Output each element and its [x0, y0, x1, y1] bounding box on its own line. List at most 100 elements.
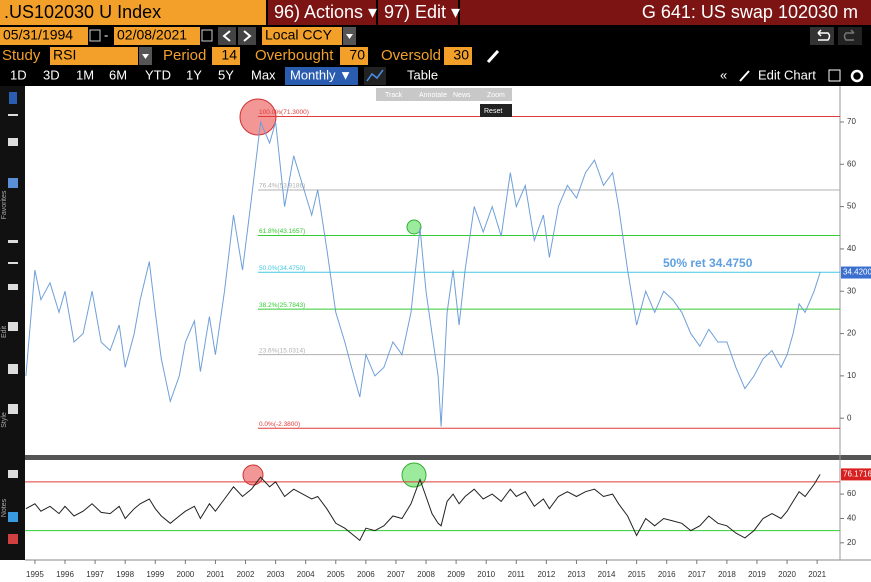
study-field[interactable] — [50, 47, 138, 65]
table[interactable]: Table — [407, 67, 438, 82]
range-button[interactable]: YTD — [145, 67, 171, 82]
y-tick-label: 30 — [847, 286, 856, 295]
annotation: 50% ret 34.4750 — [663, 256, 753, 270]
start-date: 05/31/1994 — [3, 27, 73, 43]
reset: Reset — [484, 108, 502, 115]
tool-icon[interactable] — [8, 138, 18, 146]
annotate-icon[interactable] — [828, 69, 841, 82]
tool-icon[interactable] — [8, 364, 18, 374]
edit: 97) Edit ▾ — [384, 2, 460, 22]
overbought-label: Overbought — [255, 47, 334, 64]
calendar-icon[interactable] — [201, 29, 213, 42]
tool-icon[interactable] — [8, 470, 18, 478]
range-buttons: 1D 3D 1M 6M YTD 1Y 5Y Max — [10, 67, 276, 82]
end-date-field[interactable] — [114, 27, 200, 45]
y-tick-label: 60 — [847, 159, 856, 168]
tool-icon[interactable] — [8, 322, 18, 331]
actions-menu[interactable] — [268, 0, 376, 25]
fib-label: 23.6%(15.0314) — [259, 347, 305, 354]
x-tick-label: 1997 — [86, 570, 104, 579]
side-tab[interactable]: Style — [1, 412, 8, 428]
edit-chart[interactable]: Edit Chart — [758, 67, 816, 82]
tool-icon[interactable] — [8, 512, 18, 522]
x-tick-label: 2006 — [357, 570, 375, 579]
frequency-button[interactable] — [285, 67, 358, 85]
x-tick-label: 2018 — [718, 570, 736, 579]
x-tick-label: 2012 — [537, 570, 555, 579]
range-button[interactable]: 3D — [43, 67, 60, 82]
reset-button[interactable] — [480, 104, 512, 117]
redo-button[interactable] — [838, 27, 862, 45]
peak-highlight — [406, 219, 422, 235]
x-tick-label: 1996 — [56, 570, 74, 579]
study: RSI — [53, 47, 76, 63]
popup-item[interactable]: Annotate — [419, 92, 447, 99]
range-button[interactable]: 1Y — [186, 67, 202, 82]
range-button[interactable]: 5Y — [218, 67, 234, 82]
popup-item[interactable]: News — [453, 92, 471, 99]
period-field[interactable] — [212, 47, 240, 65]
tool-icon[interactable] — [8, 262, 18, 264]
next-arrow — [243, 30, 252, 42]
next-button[interactable] — [238, 27, 256, 45]
fib-label: 38.2%(25.7843) — [259, 302, 305, 309]
y-tick-label: 40 — [847, 514, 856, 523]
side-tab[interactable]: Edit — [1, 326, 8, 338]
redo-icon — [843, 29, 855, 41]
tool-icon[interactable] — [8, 114, 18, 116]
actions: 96) Actions ▾ — [274, 2, 377, 22]
fib-label: 0.0%(-2.3800) — [259, 421, 300, 428]
x-tick-label: 1995 — [26, 570, 44, 579]
pen-icon[interactable] — [486, 49, 500, 64]
tool-icon[interactable] — [8, 178, 18, 188]
dropdown-arrow — [346, 34, 353, 39]
range-button[interactable]: Max — [251, 67, 276, 82]
study-label: Study — [2, 47, 41, 64]
prev-button[interactable] — [218, 27, 236, 45]
chart-type-icon — [366, 69, 384, 82]
x-tick-label: 1998 — [116, 570, 134, 579]
popup-items: Track Annotate News Zoom — [385, 92, 505, 99]
x-tick-label: 2013 — [568, 570, 586, 579]
popup-item[interactable]: Track — [385, 92, 403, 99]
tool-icon[interactable] — [8, 534, 18, 544]
pointer-tool[interactable] — [9, 92, 17, 104]
y-tick-label: 20 — [847, 538, 856, 547]
oversold-field[interactable] — [444, 47, 472, 65]
currency-field[interactable] — [262, 27, 342, 45]
title-bar — [460, 0, 871, 25]
period-label: Period — [163, 47, 206, 64]
settings-icon[interactable] — [850, 69, 864, 83]
undo-button[interactable] — [810, 27, 834, 45]
oversold: 30 — [453, 47, 469, 63]
x-tick-label: 2020 — [778, 570, 796, 579]
ticker-field[interactable] — [0, 0, 266, 25]
series-line — [25, 474, 821, 542]
undo-icon — [817, 29, 831, 41]
tool-icon[interactable] — [8, 240, 18, 243]
overbought-field[interactable] — [340, 47, 368, 65]
range-button[interactable]: 1D — [10, 67, 27, 82]
side-tab[interactable]: Notes — [1, 498, 8, 517]
x-tick-label: 2008 — [417, 570, 435, 579]
range-button[interactable]: 1M — [76, 67, 94, 82]
corner — [0, 560, 25, 582]
peak-highlight — [239, 98, 277, 136]
last-value-label: 76.1716 — [843, 470, 871, 479]
side-tab[interactable]: Favorites — [1, 190, 8, 219]
x-tick-label: 2021 — [808, 570, 826, 579]
collapse-icon[interactable]: « — [720, 67, 727, 82]
calendar-icon[interactable] — [89, 29, 101, 42]
range-button[interactable]: 6M — [109, 67, 127, 82]
dash: - — [104, 27, 108, 42]
fib-label: 100.0%(71.3000) — [259, 109, 309, 116]
tool-icon[interactable] — [8, 284, 18, 290]
popup-item[interactable]: Zoom — [487, 92, 505, 99]
edit-menu[interactable] — [378, 0, 458, 25]
period: 14 — [221, 47, 237, 63]
start-date-field[interactable] — [0, 27, 88, 45]
tool-icon[interactable] — [8, 404, 18, 414]
last-value-box — [841, 468, 871, 481]
x-tick-label: 2001 — [207, 570, 225, 579]
